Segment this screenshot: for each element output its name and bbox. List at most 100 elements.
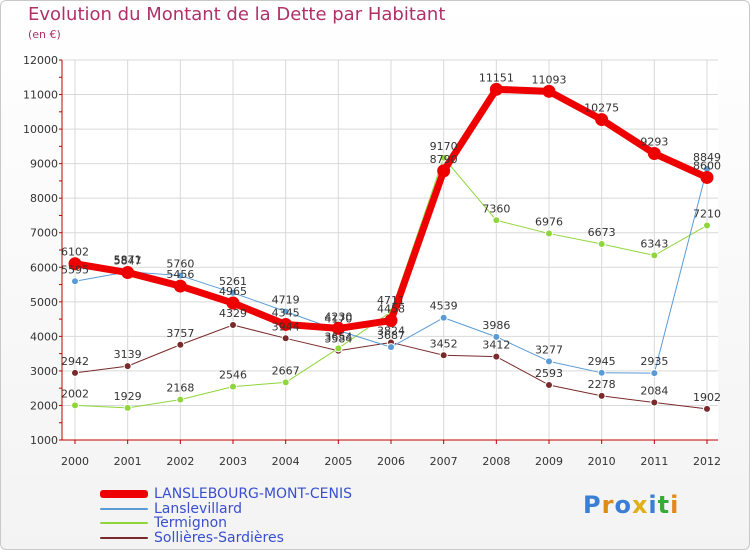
data-label: 4458: [377, 303, 405, 316]
data-label: 5871: [114, 254, 142, 267]
data-point: [489, 82, 503, 96]
logo-letter: P: [583, 491, 602, 519]
data-point: [545, 357, 553, 366]
data-label: 6976: [535, 216, 563, 229]
data-label: 4539: [430, 300, 458, 313]
legend-swatch: [100, 522, 148, 524]
y-tick-label: 5000: [30, 296, 58, 309]
data-point: [597, 368, 606, 377]
chart-subtitle: (en €): [28, 28, 61, 41]
legend-item-sollieres: Sollières-Sardières: [100, 530, 284, 546]
data-label: 5456: [166, 268, 194, 281]
data-label: 8849: [693, 151, 721, 164]
logo-letter: i: [648, 491, 658, 519]
x-tick-label: 2000: [61, 455, 89, 468]
data-point: [229, 288, 237, 297]
x-tick-label: 2009: [535, 455, 563, 468]
data-point: [123, 362, 132, 371]
data-label: 10275: [584, 102, 619, 115]
data-label: 3687: [377, 329, 405, 342]
data-point: [647, 147, 661, 161]
x-tick-label: 2010: [588, 455, 616, 468]
x-tick-label: 2003: [219, 455, 247, 468]
data-point: [173, 279, 187, 293]
logo-letter: t: [657, 491, 671, 519]
data-point: [542, 84, 556, 98]
data-label: 7360: [482, 202, 510, 215]
data-label: 4170: [324, 312, 352, 325]
data-point: [384, 314, 398, 328]
data-point: [281, 307, 290, 316]
data-point: [650, 398, 659, 407]
data-label: 6343: [640, 237, 668, 250]
data-label: 11151: [479, 71, 514, 84]
legend-swatch: [100, 490, 148, 498]
data-point: [229, 320, 237, 329]
data-point: [176, 395, 185, 404]
y-tick-label: 10000: [23, 123, 58, 136]
data-point: [597, 391, 606, 400]
legend-label: LANSLEBOURG-MONT-CENIS: [154, 486, 352, 502]
data-point: [176, 271, 185, 280]
plot-area: [62, 60, 718, 440]
data-label: 3757: [166, 327, 194, 340]
y-tick-label: 4000: [30, 330, 58, 343]
data-label: 2278: [588, 378, 616, 391]
data-point: [439, 153, 448, 162]
data-label: 3452: [430, 337, 458, 350]
data-label: 11093: [532, 73, 567, 86]
legend-swatch: [100, 537, 148, 539]
data-label: 7210: [693, 207, 721, 220]
data-point: [68, 257, 82, 271]
legend-label: Lanslevillard: [154, 501, 242, 517]
data-point: [439, 351, 448, 360]
x-tick-label: 2005: [324, 455, 352, 468]
data-point: [334, 344, 343, 353]
logo-letter: o: [614, 491, 632, 519]
y-tick-label: 1000: [30, 434, 58, 447]
data-point: [229, 382, 237, 391]
data-label: 5595: [61, 263, 89, 276]
data-label: 2168: [166, 382, 194, 395]
data-point: [387, 343, 395, 352]
data-label: 3824: [377, 324, 405, 337]
y-tick-label: 8000: [30, 192, 58, 205]
data-point: [71, 401, 79, 410]
data-label: 6102: [61, 246, 89, 259]
data-point: [703, 221, 711, 230]
y-tick-label: 3000: [30, 365, 58, 378]
y-tick-label: 11000: [23, 89, 58, 102]
data-label: 8790: [430, 153, 458, 166]
data-label: 4719: [272, 294, 300, 307]
data-label: 9170: [430, 140, 458, 153]
proxiti-logo: Proxiti: [583, 491, 679, 519]
data-point: [439, 313, 448, 322]
logo-letter: i: [670, 491, 680, 519]
data-label: 3944: [272, 320, 300, 333]
data-point: [331, 321, 345, 335]
data-label: 4345: [272, 306, 300, 319]
data-label: 3277: [535, 343, 563, 356]
data-label: 4329: [219, 307, 247, 320]
y-tick-label: 7000: [30, 227, 58, 240]
x-tick-label: 2004: [272, 455, 300, 468]
data-label: 2945: [588, 355, 616, 368]
y-tick-label: 2000: [30, 399, 58, 412]
data-point: [492, 216, 501, 225]
x-tick-label: 2002: [166, 455, 194, 468]
data-label: 2935: [640, 355, 668, 368]
data-point: [279, 317, 293, 331]
data-label: 2593: [535, 367, 563, 380]
data-label: 9293: [640, 136, 668, 149]
data-label: 4711: [377, 294, 405, 307]
y-tick-label: 6000: [30, 261, 58, 274]
data-label: 3584: [324, 333, 352, 346]
chart-title: Evolution du Montant de la Dette par Hab…: [28, 4, 446, 25]
x-tick-label: 2006: [377, 455, 405, 468]
x-tick-label: 2007: [430, 455, 458, 468]
data-point: [437, 164, 451, 178]
y-tick-label: 12000: [23, 54, 58, 67]
data-label: 3412: [482, 339, 510, 352]
data-label: 2002: [61, 387, 89, 400]
x-tick-label: 2001: [114, 455, 142, 468]
